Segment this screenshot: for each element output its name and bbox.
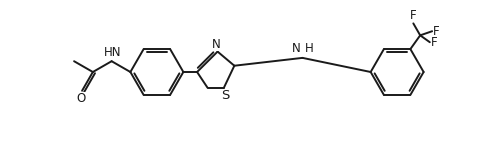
Text: S: S <box>221 89 229 102</box>
Text: F: F <box>410 9 417 22</box>
Text: F: F <box>433 25 440 38</box>
Text: O: O <box>77 92 86 105</box>
Text: N: N <box>292 42 300 55</box>
Text: H: H <box>304 42 313 55</box>
Text: F: F <box>431 36 437 49</box>
Text: HN: HN <box>104 46 121 59</box>
Text: N: N <box>212 38 221 51</box>
